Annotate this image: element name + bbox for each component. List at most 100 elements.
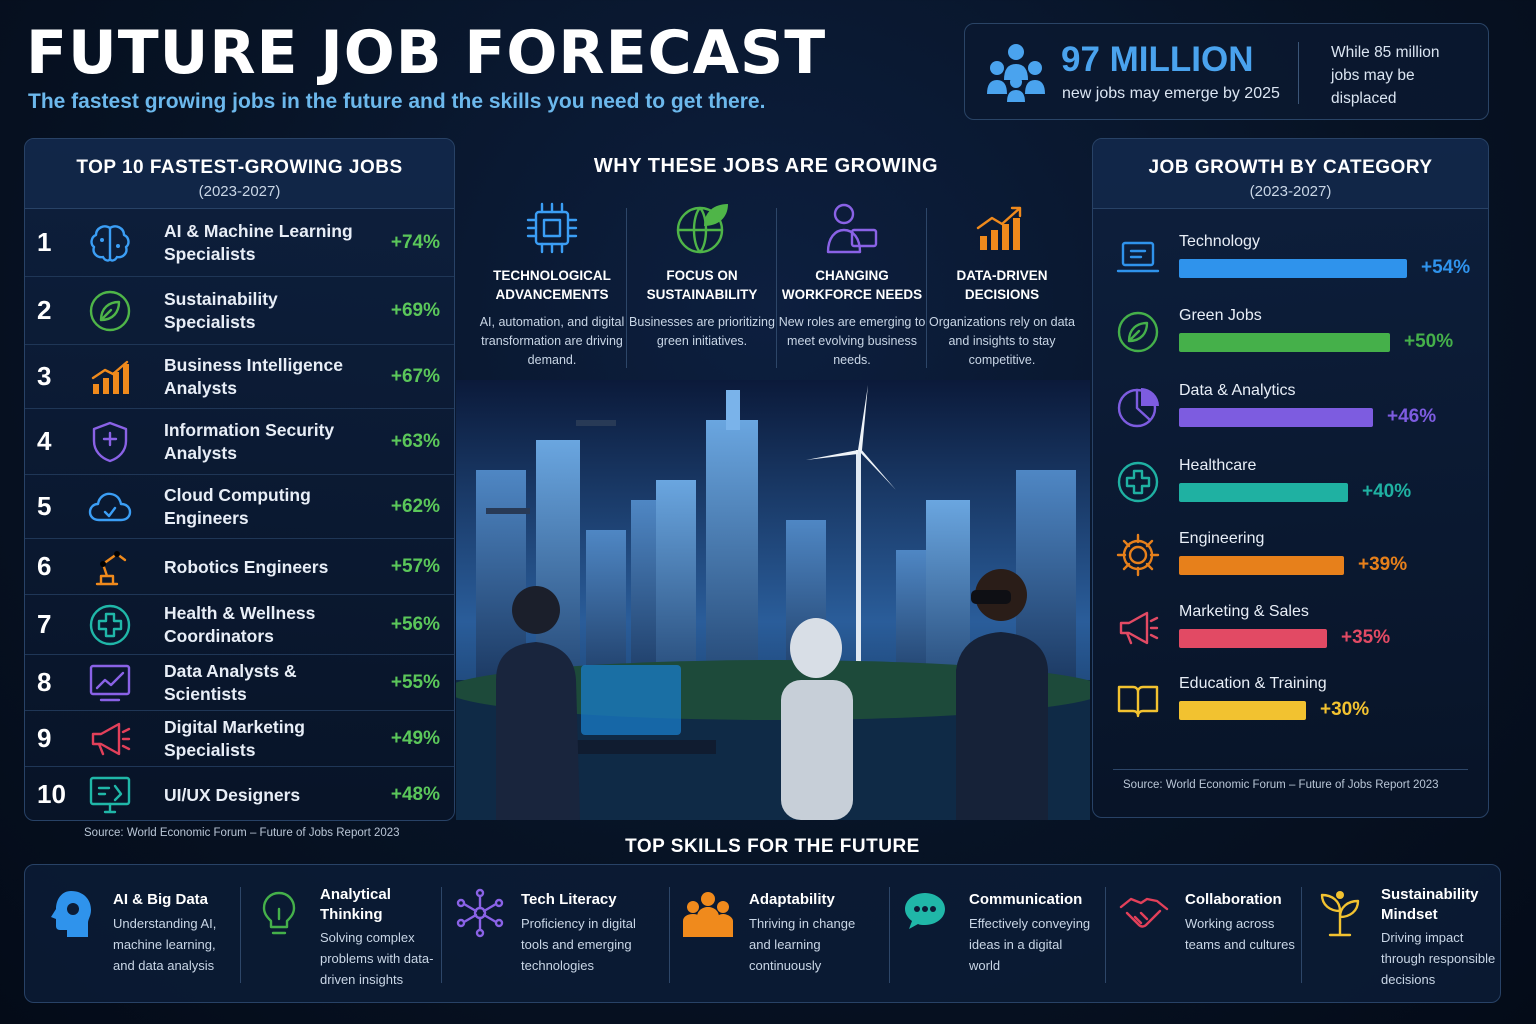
cloud-icon xyxy=(87,484,133,530)
job-row: 3 Business Intelligence Analysts +67% xyxy=(25,345,454,409)
bar-chart-icon xyxy=(87,354,133,400)
leaf-icon xyxy=(1115,309,1161,355)
job-row: 4 Information Security Analysts +63% xyxy=(25,409,454,475)
growth-category-name: Engineering xyxy=(1179,530,1265,547)
skills-title: TOP SKILLS FOR THE FUTURE xyxy=(625,836,920,857)
job-name: Information Security Analysts xyxy=(164,420,335,463)
skill-item: Communication Effectively conveying ideas… xyxy=(903,865,1093,1002)
growth-category-row: Engineering +39% xyxy=(1093,528,1488,588)
brain-circuit-icon xyxy=(87,220,133,266)
growth-chart-icon xyxy=(972,200,1032,256)
growth-source: Source: World Economic Forum – Future of… xyxy=(1123,779,1439,791)
growth-percent: +46% xyxy=(1387,406,1437,427)
chip-icon xyxy=(522,200,582,256)
job-name: AI & Machine Learning Specialists xyxy=(164,221,353,264)
skill-divider xyxy=(441,887,442,983)
job-growth-percent: +48% xyxy=(390,784,440,805)
laptop-icon xyxy=(1115,235,1161,281)
person-computer-icon xyxy=(822,200,882,256)
job-growth-percent: +57% xyxy=(390,556,440,577)
growth-category-row: Education & Training +30% xyxy=(1093,673,1488,733)
skill-item: Collaboration Working across teams and cu… xyxy=(1119,865,1309,1002)
job-row: 5 Cloud Computing Engineers +62% xyxy=(25,475,454,539)
growth-divider xyxy=(1113,769,1468,770)
reason-title: TECHNOLOGICAL ADVANCEMENTS xyxy=(493,268,611,302)
job-row: 8 Data Analysts & Scientists +55% xyxy=(25,655,454,711)
megaphone-icon xyxy=(87,716,133,762)
skill-divider xyxy=(889,887,890,983)
job-row: 2 Sustainability Specialists +69% xyxy=(25,277,454,345)
skill-item: Tech Literacy Proficiency in digital tool… xyxy=(455,865,645,1002)
job-row: 10 UI/UX Designers +48% xyxy=(25,767,454,820)
lightbulb-icon xyxy=(254,887,304,941)
job-name: Business Intelligence Analysts xyxy=(164,355,343,398)
reason-description: New roles are emerging to meet evolving … xyxy=(778,315,926,367)
future-city-illustration xyxy=(456,380,1090,820)
reason-item: TECHNOLOGICAL ADVANCEMENTS AI, automation… xyxy=(478,200,626,370)
reason-item: FOCUS ON SUSTAINABILITY Businesses are pr… xyxy=(628,200,776,351)
skill-name: Tech Literacy xyxy=(521,891,617,908)
health-cross-icon xyxy=(1115,459,1161,505)
job-row: 6 Robotics Engineers +57% xyxy=(25,539,454,595)
job-growth-header: JOB GROWTH BY CATEGORY (2023-2027) xyxy=(1093,139,1488,209)
growth-percent: +39% xyxy=(1358,554,1408,575)
stat-note: While 85 million jobs may be displaced xyxy=(1331,44,1440,107)
job-row: 9 Digital Marketing Specialists +49% xyxy=(25,711,454,767)
skill-name: Communication xyxy=(969,891,1083,908)
growth-category-row: Green Jobs +50% xyxy=(1093,305,1488,365)
job-name: Digital Marketing Specialists xyxy=(164,717,305,760)
job-growth-percent: +63% xyxy=(390,431,440,452)
job-growth-percent: +55% xyxy=(390,672,440,693)
skill-name: AI & Big Data xyxy=(113,891,209,908)
job-rank: 4 xyxy=(37,426,52,456)
reason-description: Businesses are prioritizing green initia… xyxy=(629,315,775,348)
job-growth-percent: +69% xyxy=(390,300,440,321)
top-jobs-title: TOP 10 FASTEST-GROWING JOBS xyxy=(76,157,403,178)
job-name: Sustainability Specialists xyxy=(164,289,278,332)
top-jobs-panel: TOP 10 FASTEST-GROWING JOBS (2023-2027) … xyxy=(24,138,455,821)
growth-category-name: Healthcare xyxy=(1179,457,1257,474)
skill-divider xyxy=(1105,887,1106,983)
megaphone-icon xyxy=(1115,605,1161,651)
job-rank: 2 xyxy=(37,295,52,325)
reason-title: FOCUS ON SUSTAINABILITY xyxy=(646,268,758,302)
growth-percent: +50% xyxy=(1404,331,1454,352)
job-name: Data Analysts & Scientists xyxy=(164,661,297,704)
job-rank: 10 xyxy=(37,779,66,809)
growth-percent: +30% xyxy=(1320,699,1370,720)
skill-name: Collaboration xyxy=(1185,891,1282,908)
stat-divider xyxy=(1298,42,1299,104)
job-growth-years: (2023-2027) xyxy=(1249,183,1332,200)
skill-name: Analytical Thinking xyxy=(320,886,391,923)
growth-category-row: Technology +54% xyxy=(1093,231,1488,291)
pie-chart-icon xyxy=(1115,384,1161,430)
skill-divider xyxy=(1301,887,1302,983)
growth-category-name: Green Jobs xyxy=(1179,307,1262,324)
skill-description: Working across teams and cultures xyxy=(1185,916,1295,952)
network-icon xyxy=(455,887,505,941)
skill-divider xyxy=(669,887,670,983)
top-jobs-years: (2023-2027) xyxy=(198,183,281,200)
skill-divider xyxy=(240,887,241,983)
skill-description: Solving complex problems with data-drive… xyxy=(320,930,434,987)
page-subtitle: The fastest growing jobs in the future a… xyxy=(28,90,766,113)
job-name: Robotics Engineers xyxy=(164,557,329,577)
skill-name: Adaptability xyxy=(749,891,835,908)
team-icon xyxy=(683,887,733,941)
growth-percent: +54% xyxy=(1421,257,1471,278)
growth-bar xyxy=(1179,408,1373,427)
skill-item: Adaptability Thriving in change and learn… xyxy=(683,865,873,1002)
growth-bar xyxy=(1179,483,1348,502)
growth-percent: +35% xyxy=(1341,627,1391,648)
chat-bubbles-icon xyxy=(903,887,953,941)
people-icon xyxy=(987,44,1045,102)
gear-icon xyxy=(1115,532,1161,578)
job-rank: 8 xyxy=(37,667,52,697)
job-growth-percent: +56% xyxy=(390,614,440,635)
growth-bar xyxy=(1179,333,1390,352)
stat-caption: new jobs may emerge by 2025 xyxy=(1062,85,1280,102)
top-jobs-header: TOP 10 FASTEST-GROWING JOBS (2023-2027) xyxy=(25,139,454,209)
growth-category-row: Marketing & Sales +35% xyxy=(1093,601,1488,661)
job-growth-panel: JOB GROWTH BY CATEGORY (2023-2027) Techn… xyxy=(1092,138,1489,818)
job-growth-percent: +67% xyxy=(390,366,440,387)
